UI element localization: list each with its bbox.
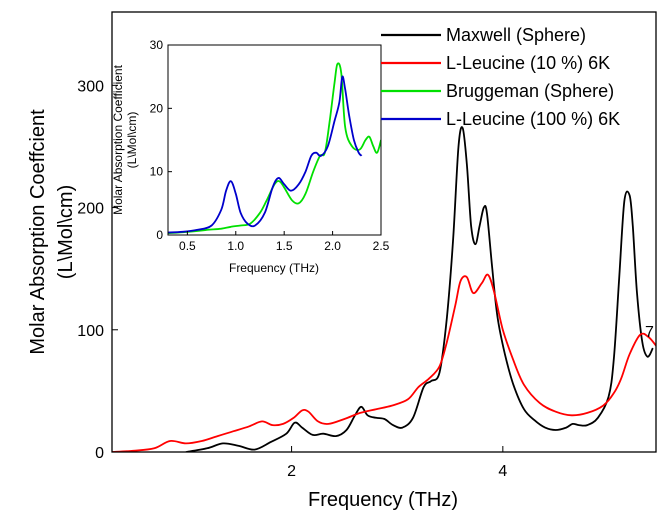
inset-x-tick-label-1: 0.5	[179, 239, 196, 253]
main-y-tick-label-4: 300	[77, 78, 104, 95]
inset-y-axis-label: Molar Absorption Coefficient	[111, 64, 125, 215]
main-series-layer	[112, 126, 656, 452]
main-y-axis-label: Molar Absorption Coeffcient	[27, 109, 49, 355]
inset-plot-frame	[167, 44, 382, 236]
main-x-tick-label-2: 4	[498, 463, 507, 480]
main-y-tick-label-1: 0	[95, 445, 104, 462]
main-series-line-2	[112, 273, 656, 452]
main-y-tick-label-2: 100	[77, 323, 104, 340]
inset-series-line-2	[168, 75, 363, 234]
inset-y-tick-label-4: 30	[150, 38, 164, 52]
inset-series-layer	[168, 62, 381, 234]
main-edge-label: 7	[645, 324, 654, 341]
inset-ticks-layer: 0.5 1.0 1.5 2.0 2.5 0 10 20 30	[150, 38, 390, 253]
legend-label-2: L-Leucine (10 %) 6K	[446, 53, 610, 73]
inset-y-tick-label-3: 20	[150, 101, 164, 115]
inset-x-tick-label-3: 1.5	[276, 239, 293, 253]
inset-series-line-1	[168, 62, 381, 234]
main-x-tick-label-1: 2	[287, 463, 296, 480]
main-series-line-1	[185, 126, 654, 452]
legend: Maxwell (Sphere) L-Leucine (10 %) 6K Brugg…	[381, 25, 620, 129]
inset-y-axis-label-units: (L\Mol\cm)	[125, 112, 139, 169]
inset-x-tick-label-4: 2.0	[324, 239, 341, 253]
main-y-tick-label-3: 200	[77, 201, 104, 218]
inset-chart: 0.5 1.0 1.5 2.0 2.5 0 10 20 30 Frequency (THz) M…	[111, 38, 390, 275]
legend-label-4: L-Leucine (100 %) 6K	[446, 109, 620, 129]
inset-y-tick-label-1: 0	[156, 228, 163, 242]
main-x-axis-label: Frequency (THz)	[308, 489, 458, 511]
main-plot-frame	[111, 11, 657, 453]
inset-x-tick-label-5: 2.5	[373, 239, 390, 253]
main-y-axis-label-units: (L\Mol\cm)	[55, 185, 77, 279]
legend-label-1: Maxwell (Sphere)	[446, 25, 586, 45]
inset-x-tick-label-2: 1.0	[227, 239, 244, 253]
inset-y-tick-label-2: 10	[150, 165, 164, 179]
inset-x-axis-label: Frequency (THz)	[229, 261, 319, 275]
legend-label-3: Bruggeman (Sphere)	[446, 81, 614, 101]
